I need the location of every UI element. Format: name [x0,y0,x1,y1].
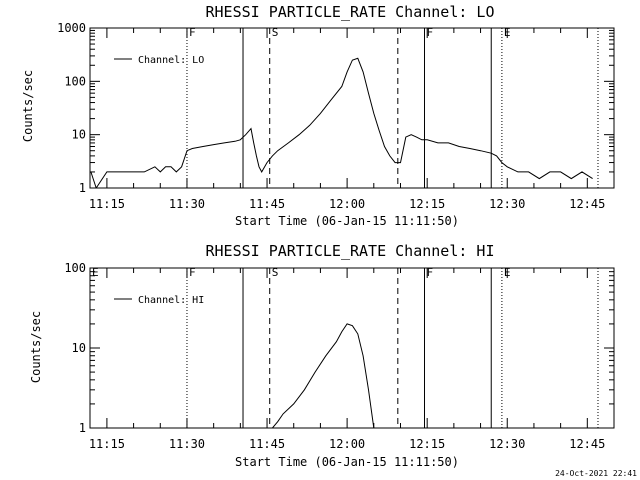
generation-timestamp: 24-Oct-2021 22:41 [555,469,637,478]
hi-event-marker-label: F [427,266,434,279]
hi-x-axis-label: Start Time (06-Jan-15 11:11:50) [235,455,459,469]
lo-x-tick-label: 12:00 [329,197,365,211]
lo-x-tick-label: 12:15 [409,197,445,211]
hi-x-tick-label: 12:15 [409,437,445,451]
hi-event-marker-label: E [504,266,511,279]
hi-x-tick-label: 12:45 [569,437,605,451]
lo-event-marker-label: F [189,26,196,39]
lo-event-marker-label: F [427,26,434,39]
lo-x-tick-label: 11:30 [169,197,205,211]
hi-x-tick-label: 11:30 [169,437,205,451]
lo-y-axis-label: Counts/sec [21,70,35,142]
lo-y-tick-label: 1 [79,181,86,195]
hi-series-line [272,323,375,428]
hi-x-tick-label: 12:00 [329,437,365,451]
lo-plot-frame [89,27,615,189]
hi-x-tick-label: 11:45 [249,437,285,451]
lo-y-tick-label: 10 [72,128,86,142]
lo-event-marker-label: E [504,26,511,39]
lo-x-axis-label: Start Time (06-Jan-15 11:11:50) [235,214,459,228]
hi-x-tick-label: 11:15 [89,437,125,451]
lo-event-marker-label: S [272,26,279,39]
lo-y-tick-label: 1000 [57,21,86,35]
hi-y-tick-label: 1 [79,421,86,435]
lo-channel-panel: RHESSI PARTICLE_RATE Channel: LO Start T… [21,3,615,228]
hi-event-marker-label: S [272,266,279,279]
hi-y-tick-label: 100 [64,261,86,275]
lo-x-tick-label: 11:45 [249,197,285,211]
hi-x-tick-label: 12:30 [489,437,525,451]
hi-plot-frame [89,267,615,429]
lo-legend-label: Channel: LO [138,55,204,66]
lo-chart-title: RHESSI PARTICLE_RATE Channel: LO [206,3,495,21]
hi-chart-title: RHESSI PARTICLE_RATE Channel: HI [206,242,495,260]
hi-channel-panel: RHESSI PARTICLE_RATE Channel: HI Start T… [29,242,615,469]
lo-series-line [90,57,593,188]
hi-y-tick-label: 10 [72,341,86,355]
hi-event-marker-label: F [189,266,196,279]
hi-event-marker-label: E [92,266,99,279]
hi-y-axis-label: Counts/sec [29,311,43,383]
hi-legend-label: Channel: HI [138,295,204,306]
lo-y-tick-label: 100 [64,74,86,88]
lo-x-tick-label: 12:45 [569,197,605,211]
lo-x-tick-label: 12:30 [489,197,525,211]
lo-x-tick-label: 11:15 [89,197,125,211]
